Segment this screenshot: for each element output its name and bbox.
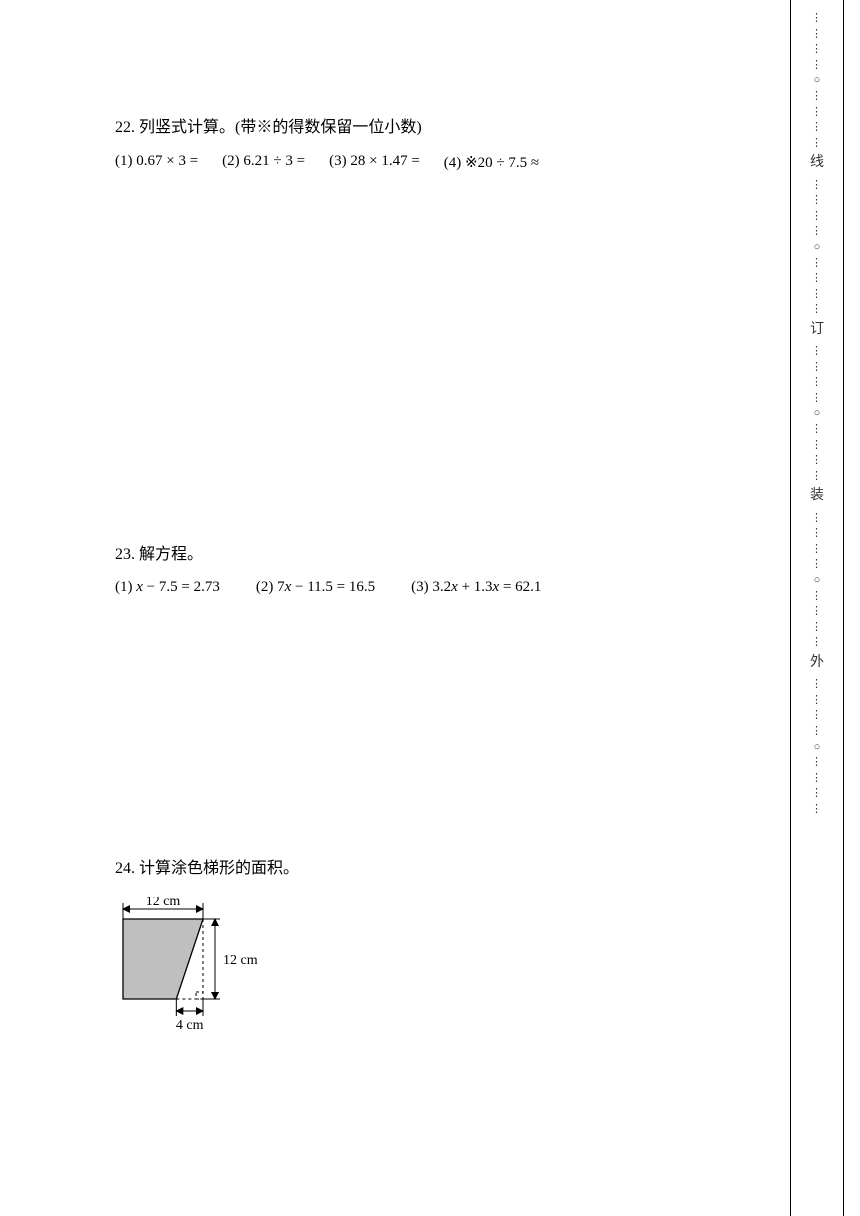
margin-rule-right (843, 0, 844, 1216)
item-expr: 0.67 × 3 = (136, 153, 198, 169)
item-expr: 28 × 1.47 = (350, 153, 419, 169)
item-label: (4) (444, 155, 462, 171)
q22-title: 22. 列竖式计算。(带※的得数保留一位小数) (115, 115, 735, 141)
binding-margin: ⋮⋮⋮⋮○⋮⋮⋮⋮线⋮⋮⋮⋮○⋮⋮⋮⋮订⋮⋮⋮⋮○⋮⋮⋮⋮装⋮⋮⋮⋮○⋮⋮⋮⋮外… (775, 0, 860, 1216)
q22-items: (1) 0.67 × 3 = (2) 6.21 ÷ 3 = (3) 28 × 1… (115, 153, 735, 172)
item-expr: ※20 ÷ 7.5 ≈ (465, 155, 539, 171)
q22-number: 22. (115, 119, 135, 136)
q24-title-text: 计算涂色梯形的面积。 (139, 860, 299, 877)
item-expr: 6.21 ÷ 3 = (243, 153, 305, 169)
q23-title-text: 解方程。 (139, 546, 203, 563)
margin-rule-left (790, 0, 791, 1216)
q22-title-text: 列竖式计算。(带※的得数保留一位小数) (139, 119, 422, 136)
item-label: (1) (115, 153, 133, 169)
question-24: 24. 计算涂色梯形的面积。 12 cm 12 cm 4 cm (115, 856, 735, 1052)
q22-item-2: (2) 6.21 ÷ 3 = (222, 153, 305, 172)
svg-text:12 cm: 12 cm (223, 953, 258, 968)
question-23: 23. 解方程。 (1) x − 7.5 = 2.73 (2) 7x − 11.… (115, 542, 735, 597)
item-label: (2) (222, 153, 240, 169)
item-expr: 3.2x + 1.3x = 62.1 (432, 579, 541, 595)
item-label: (2) (256, 579, 274, 595)
q23-number: 23. (115, 546, 135, 563)
svg-text:12 cm: 12 cm (146, 897, 181, 909)
item-label: (1) (115, 579, 133, 595)
q23-items: (1) x − 7.5 = 2.73 (2) 7x − 11.5 = 16.5 … (115, 579, 735, 596)
item-expr: 7x − 11.5 = 16.5 (277, 579, 375, 595)
svg-text:4 cm: 4 cm (176, 1018, 204, 1033)
q22-item-4: (4) ※20 ÷ 7.5 ≈ (444, 153, 539, 172)
q22-item-3: (3) 28 × 1.47 = (329, 153, 420, 172)
margin-text-column: ⋮⋮⋮⋮○⋮⋮⋮⋮线⋮⋮⋮⋮○⋮⋮⋮⋮订⋮⋮⋮⋮○⋮⋮⋮⋮装⋮⋮⋮⋮○⋮⋮⋮⋮外… (810, 10, 824, 816)
q23-item-3: (3) 3.2x + 1.3x = 62.1 (411, 579, 541, 596)
q24-diagram: 12 cm 12 cm 4 cm (115, 897, 735, 1052)
q22-item-1: (1) 0.67 × 3 = (115, 153, 198, 172)
q23-title: 23. 解方程。 (115, 542, 735, 568)
item-label: (3) (329, 153, 347, 169)
q24-number: 24. (115, 860, 135, 877)
item-label: (3) (411, 579, 429, 595)
q24-title: 24. 计算涂色梯形的面积。 (115, 856, 735, 882)
trapezoid-diagram: 12 cm 12 cm 4 cm (115, 897, 285, 1047)
question-22: 22. 列竖式计算。(带※的得数保留一位小数) (1) 0.67 × 3 = (… (115, 115, 735, 172)
item-expr: x − 7.5 = 2.73 (136, 579, 220, 595)
q23-item-2: (2) 7x − 11.5 = 16.5 (256, 579, 375, 596)
q23-item-1: (1) x − 7.5 = 2.73 (115, 579, 220, 596)
